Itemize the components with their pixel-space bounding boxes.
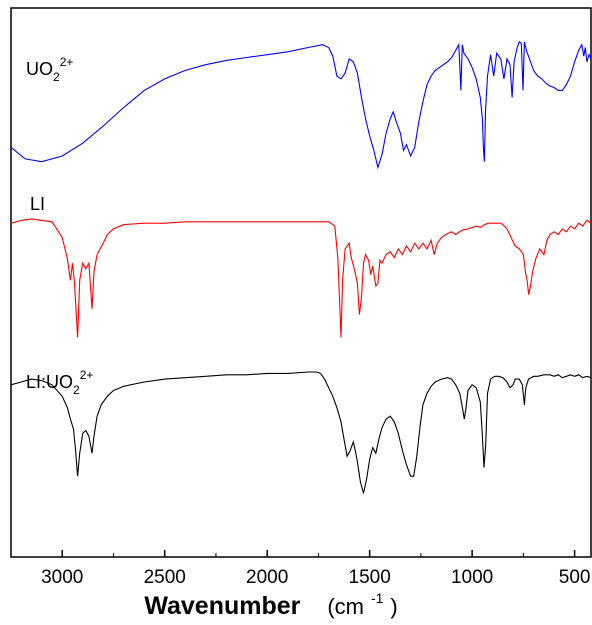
series-line-1 — [10, 218, 592, 338]
series-line-0 — [10, 40, 592, 170]
x-axis-title-main: Wavenumber — [144, 592, 300, 620]
series-label-1: LI — [30, 194, 45, 214]
x-axis-unit: (cm — [327, 594, 364, 619]
series-label-sub: 2 — [73, 383, 80, 397]
x-axis-unit-close: ) — [390, 594, 397, 619]
x-tick-label: 1500 — [349, 567, 391, 588]
series-label-0: UO22+ — [26, 55, 73, 84]
series-label-2: LI:UO22+ — [26, 368, 93, 397]
plot-frame — [10, 7, 592, 558]
x-axis-title: Wavenumber (cm -1 ) — [144, 581, 397, 620]
x-tick-label: 1000 — [451, 567, 493, 588]
series-label-base: LI — [30, 194, 45, 214]
x-axis-ticks: 3000 2500 2000 1500 1000 500 — [10, 550, 591, 588]
x-tick-label: 2500 — [144, 567, 186, 588]
series-label-base: LI:UO — [26, 372, 73, 392]
x-tick-label: 500 — [559, 567, 591, 588]
x-tick-label: 2000 — [246, 567, 288, 588]
series-line-2 — [10, 371, 592, 494]
x-tick-label: 3000 — [41, 567, 83, 588]
series-layer — [10, 40, 592, 494]
series-label-sup: 2+ — [80, 368, 94, 382]
series-label-sup: 2+ — [60, 55, 74, 69]
series-label-sub: 2 — [53, 70, 60, 84]
x-axis-unit-exponent: -1 — [371, 590, 384, 606]
series-label-base: UO — [26, 59, 53, 79]
